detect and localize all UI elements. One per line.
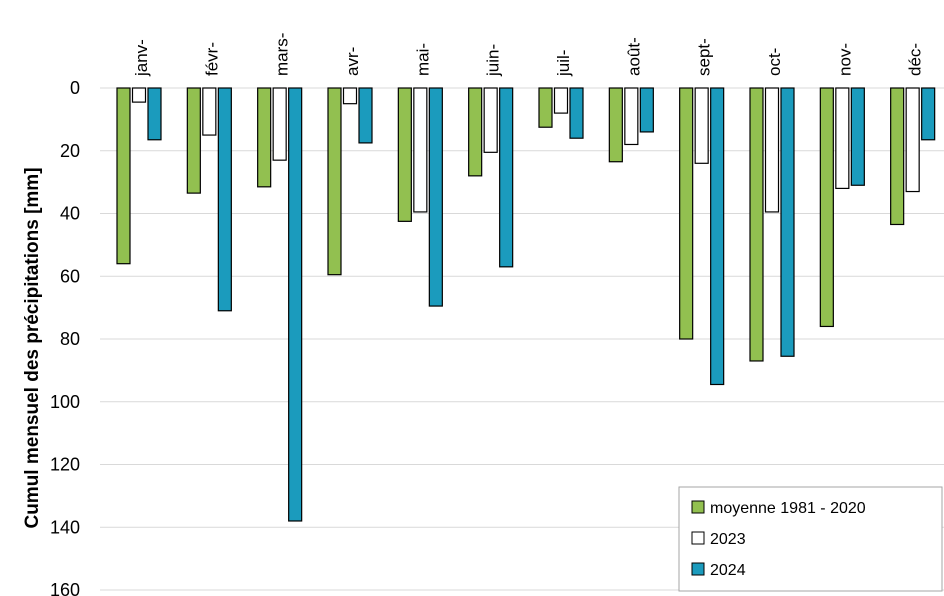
legend-swatch [691,562,705,576]
y-tick-label: 140 [50,517,80,537]
legend-entry: 2023 [710,531,746,548]
bar [483,87,498,153]
bar [288,87,303,522]
x-axis-categories: janv-févr-mars-avr-mai-juin-juil-août-se… [132,33,925,77]
x-category-label: juil- [554,50,573,77]
bar [428,87,443,307]
y-tick-label: 0 [70,78,80,98]
legend-entry: 2024 [710,562,746,579]
bar [608,87,623,163]
x-category-label: nov- [835,43,854,76]
bars [116,87,936,522]
bar [905,87,920,193]
bar [131,87,147,103]
bar [397,87,412,222]
y-axis-ticks: 0 20 40 60 80 100 120 140 160 [50,78,80,596]
x-category-label: oct- [765,48,784,76]
bar [921,87,936,141]
bar [764,87,780,213]
bar [569,87,584,139]
x-category-label: avr- [343,47,362,76]
bar [780,87,795,357]
bar [257,87,272,188]
legend: moyenne 1981 - 2020 2023 2024 [678,486,943,592]
y-tick-label: 40 [60,204,80,224]
bar [116,87,131,265]
x-category-label: janv- [132,39,151,77]
y-tick-label: 20 [60,141,80,161]
bar [639,87,654,133]
x-category-label: août- [624,37,643,76]
bar [538,87,553,128]
bar [890,87,905,226]
bar [850,87,865,186]
x-category-label: mai- [413,43,432,76]
bar [835,87,850,190]
x-category-label: févr- [202,42,221,76]
y-tick-label: 60 [60,266,80,286]
x-category-label: sept- [695,38,714,76]
y-tick-label: 80 [60,329,80,349]
bar [342,87,358,105]
bar [710,87,725,386]
legend-swatch [691,500,705,514]
bar [358,87,373,144]
y-tick-label: 120 [50,455,80,475]
bar [186,87,201,194]
legend-entry: moyenne 1981 - 2020 [710,500,866,517]
bar [553,87,569,114]
y-tick-label: 160 [50,580,80,596]
bar [468,87,483,177]
bar [694,87,709,164]
x-category-label: mars- [273,33,292,76]
x-category-label: juin- [484,44,503,77]
bar [202,87,217,136]
bar [679,87,694,340]
y-tick-label: 100 [50,392,80,412]
x-category-label: déc- [906,43,925,76]
y-axis-label: Cumul mensuel des précipitations [mm] [22,167,43,528]
bar [413,87,428,213]
bar [819,87,834,328]
bar [147,87,162,141]
bar [749,87,764,362]
bar [217,87,232,312]
bar [272,87,287,161]
legend-box [678,486,943,592]
gridlines [100,87,944,591]
legend-swatch [691,531,705,545]
bar [624,87,639,146]
bar [327,87,342,276]
bar [499,87,514,268]
